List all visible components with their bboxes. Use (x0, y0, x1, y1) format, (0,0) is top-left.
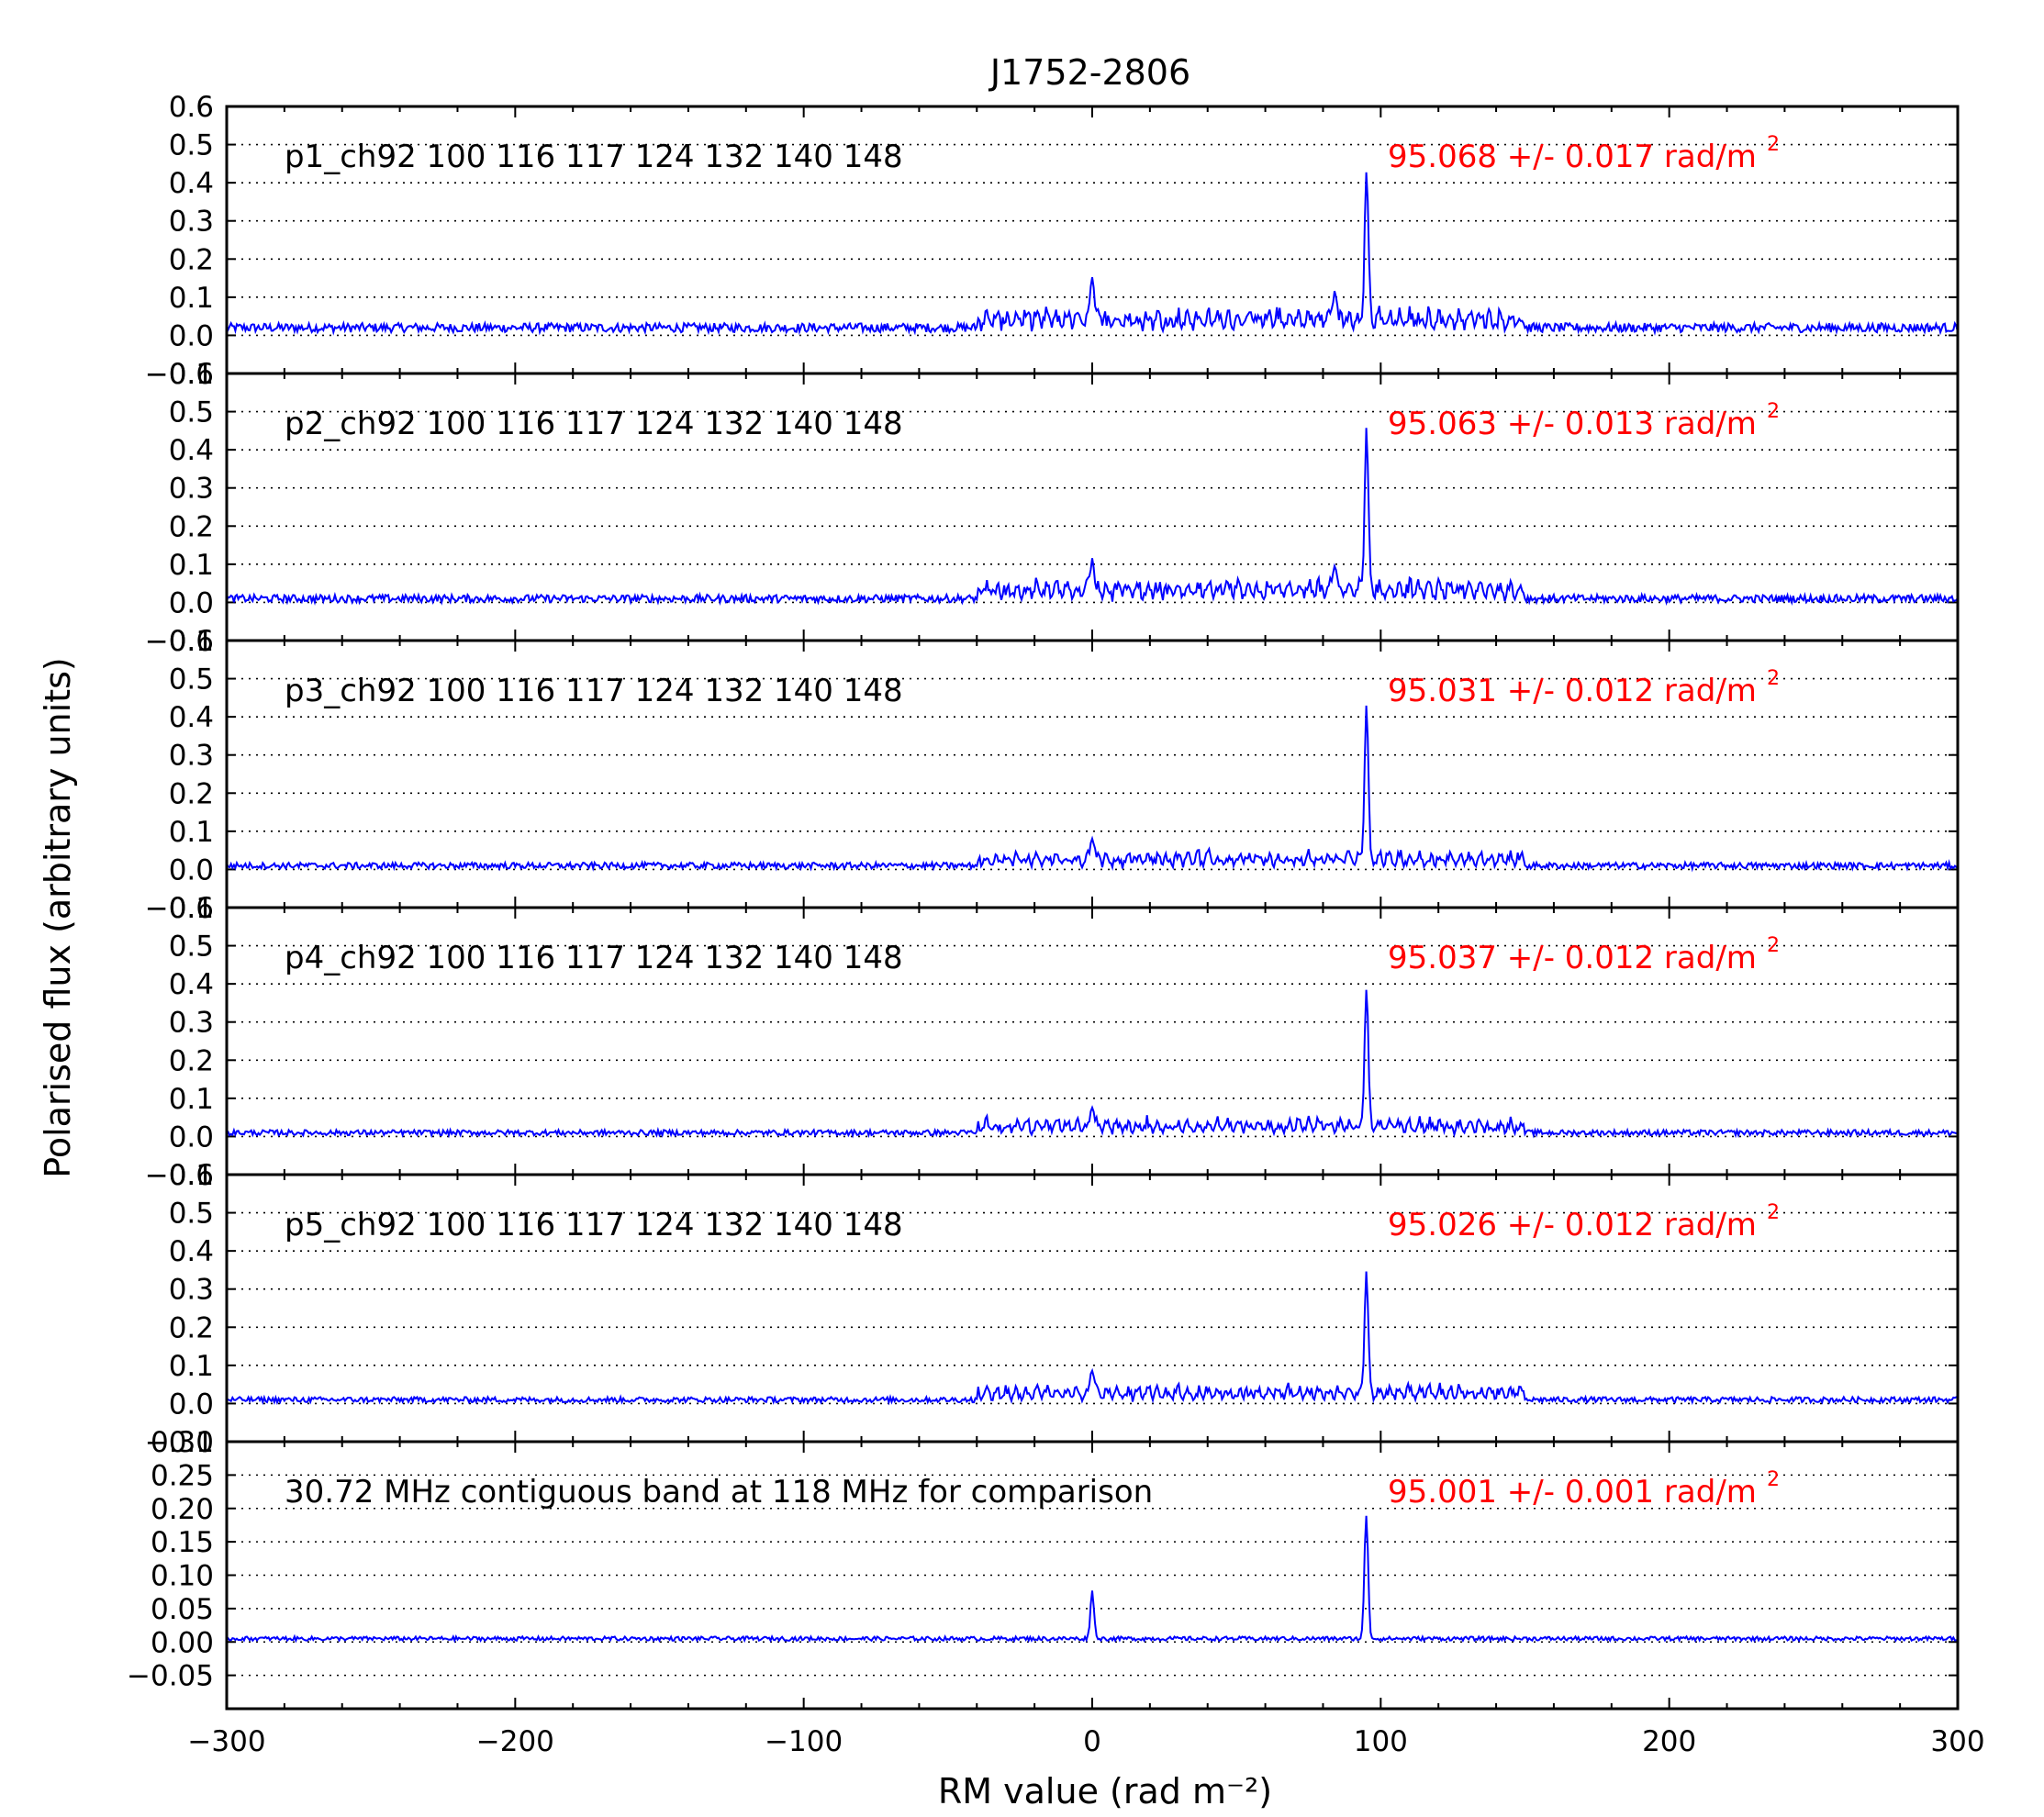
y-tick-label: 0.5 (169, 663, 214, 697)
y-tick-label: 0.3 (169, 740, 214, 773)
panel-1: −0.1 0.0 0.1 0.2 0.3 0.4 0.5 0.6 p1_ch92 100 116… (145, 91, 1960, 391)
y-tick-label: 0.0 (169, 586, 214, 619)
y-tick-label: 0.4 (169, 434, 214, 467)
y-tick-label: 0.4 (169, 167, 214, 200)
y-tick-label: 0.2 (169, 510, 214, 543)
panel-6: −0.050.000.050.100.150.200.250.30 30.72 M… (127, 1426, 1960, 1711)
x-tick-label: 300 (1930, 1725, 1984, 1758)
y-tick-label: −0.1 (145, 892, 214, 925)
x-tick-label: −100 (765, 1725, 843, 1758)
y-tick-label: 0.5 (169, 1198, 214, 1231)
y-tick-label: 0.5 (169, 129, 214, 162)
y-tick-label: 0.6 (169, 358, 214, 391)
y-tick-label: 0.6 (169, 1159, 214, 1192)
x-tick-label: 200 (1642, 1725, 1696, 1758)
rm-annotation: 95.001 +/- 0.001 rad/m (1388, 1474, 1757, 1510)
x-tick-label: 100 (1354, 1725, 1408, 1758)
series-line (226, 705, 1959, 873)
chart-title: J1752-2806 (988, 52, 1190, 93)
y-tick-label: −0.1 (145, 1159, 214, 1192)
panel-3: −0.1 0.0 0.1 0.2 0.3 0.4 0.5 0.6 p3_ch92 100 116… (145, 625, 1960, 925)
y-tick-label: 0.1 (169, 1083, 214, 1116)
y-tick-label: 0.2 (169, 1044, 214, 1077)
x-axis-label: RM value (rad m⁻²) (938, 1771, 1272, 1811)
panel-label: p5_ch92 100 116 117 124 132 140 148 (285, 1207, 903, 1243)
y-tick-label: 0.25 (151, 1459, 214, 1492)
y-tick-label: 0.1 (169, 549, 214, 582)
y-tick-label: 0.2 (169, 777, 214, 810)
y-tick-label: 0.1 (169, 1350, 214, 1383)
panel-4: −0.1 0.0 0.1 0.2 0.3 0.4 0.5 0.6 p4_ch92 100 116… (145, 892, 1960, 1192)
y-tick-label: 0.10 (151, 1560, 214, 1593)
panel-frame (225, 1440, 1960, 1711)
y-tick-label: 0.1 (169, 282, 214, 315)
rm-annotation: 95.037 +/- 0.012 rad/m (1388, 940, 1757, 976)
rm-annotation-exponent: 2 (1767, 133, 1780, 156)
x-tick-label: −300 (187, 1725, 265, 1758)
rm-annotation-exponent: 2 (1767, 667, 1780, 690)
panel-label: p3_ch92 100 116 117 124 132 140 148 (285, 673, 903, 709)
y-tick-label: 0.0 (169, 853, 214, 886)
y-tick-label: 0.4 (169, 1235, 214, 1268)
panel-label: p1_ch92 100 116 117 124 132 140 148 (285, 139, 903, 175)
y-tick-label: 0.20 (151, 1493, 214, 1526)
y-tick-label: 0.5 (169, 396, 214, 429)
y-tick-label: −0.1 (145, 1426, 214, 1459)
y-tick-label: 0.0 (169, 319, 214, 352)
series-line (226, 172, 1959, 336)
y-tick-label: 0.1 (169, 816, 214, 849)
y-tick-label: 0.3 (169, 1274, 214, 1307)
rm-annotation: 95.063 +/- 0.013 rad/m (1388, 406, 1757, 442)
rm-annotation: 95.031 +/- 0.012 rad/m (1388, 673, 1757, 709)
panels: −0.1 0.0 0.1 0.2 0.3 0.4 0.5 0.6 p1_ch92 100 116… (127, 91, 1960, 1711)
series-line (226, 1515, 1959, 1644)
y-tick-label: 0.15 (151, 1526, 214, 1559)
y-tick-label: 0.30 (151, 1426, 214, 1459)
y-tick-label: 0.3 (169, 206, 214, 239)
panel-2: −0.1 0.0 0.1 0.2 0.3 0.4 0.5 0.6 p2_ch92 100 116… (145, 358, 1960, 658)
rm-annotation: 95.068 +/- 0.017 rad/m (1388, 139, 1757, 175)
y-tick-label: 0.6 (169, 625, 214, 658)
y-tick-label: 0.2 (169, 243, 214, 276)
rm-annotation-exponent: 2 (1767, 1201, 1780, 1224)
panel-label: 30.72 MHz contiguous band at 118 MHz for… (285, 1474, 1153, 1510)
y-tick-label: 0.3 (169, 473, 214, 506)
rm-annotation-exponent: 2 (1767, 934, 1780, 957)
x-tick-label: −200 (476, 1725, 554, 1758)
y-tick-label: 0.5 (169, 931, 214, 964)
y-tick-label: 0.6 (169, 91, 214, 124)
rm-annotation-exponent: 2 (1767, 1468, 1780, 1491)
y-tick-label: 0.2 (169, 1311, 214, 1344)
y-tick-label: 0.0 (169, 1120, 214, 1154)
rm-annotation: 95.026 +/- 0.012 rad/m (1388, 1207, 1757, 1243)
panel-label: p4_ch92 100 116 117 124 132 140 148 (285, 940, 903, 976)
y-tick-label: −0.05 (127, 1660, 214, 1693)
series-line (226, 1271, 1959, 1406)
y-tick-label: 0.6 (169, 892, 214, 925)
x-tick-label: 0 (1083, 1725, 1101, 1758)
y-tick-label: 0.0 (169, 1388, 214, 1421)
y-axis-label: Polarised flux (arbitrary units) (38, 657, 78, 1177)
rm-annotation-exponent: 2 (1767, 400, 1780, 423)
series-line (226, 428, 1959, 607)
y-tick-label: 0.00 (151, 1626, 214, 1659)
y-tick-label: 0.05 (151, 1593, 214, 1626)
y-tick-label: −0.1 (145, 625, 214, 658)
y-tick-label: 0.4 (169, 968, 214, 1001)
panel-5: −0.1 0.0 0.1 0.2 0.3 0.4 0.5 0.6 p5_ch92 100 116… (145, 1159, 1960, 1459)
series-line (226, 989, 1959, 1139)
y-tick-label: 0.3 (169, 1007, 214, 1040)
y-tick-label: −0.1 (145, 358, 214, 391)
x-axis-ticks: −300 −200 −100 0 100 200 300 (187, 1725, 1984, 1758)
panel-label: p2_ch92 100 116 117 124 132 140 148 (285, 406, 903, 442)
y-tick-label: 0.4 (169, 701, 214, 734)
